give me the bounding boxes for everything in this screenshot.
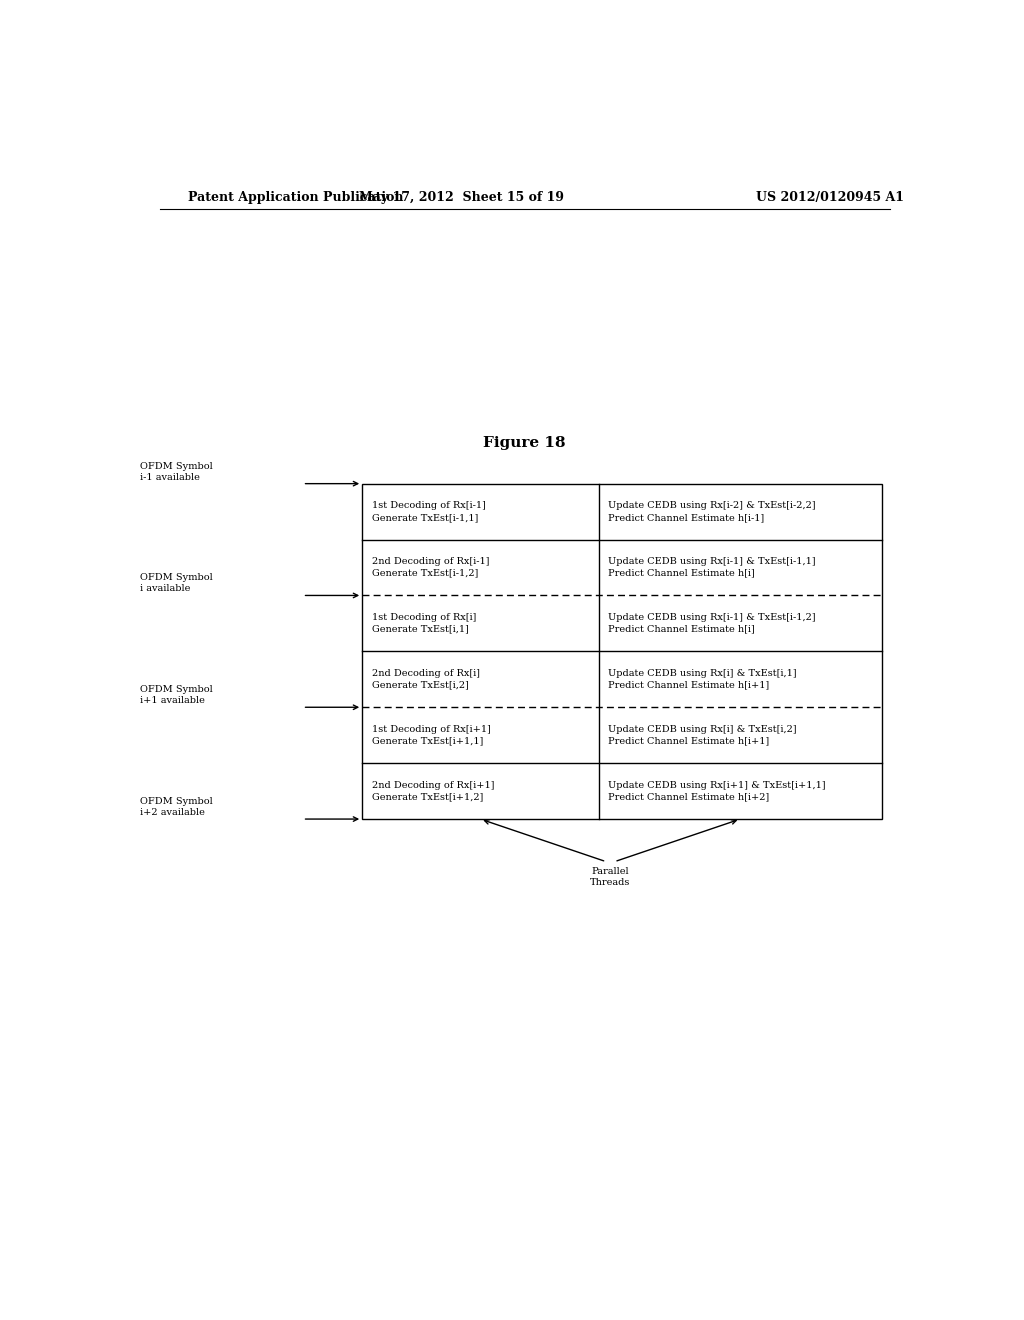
Bar [362,483,882,818]
Text: 1st Decoding of Rx[i-1]
Generate TxEst[i-1,1]: 1st Decoding of Rx[i-1] Generate TxEst[i… [372,502,485,521]
Text: Update CEDB using Rx[i-2] & TxEst[i-2,2]
Predict Channel Estimate h[i-1]: Update CEDB using Rx[i-2] & TxEst[i-2,2]… [608,502,816,521]
Text: Update CEDB using Rx[i-1] & TxEst[i-1,2]
Predict Channel Estimate h[i]: Update CEDB using Rx[i-1] & TxEst[i-1,2]… [608,614,816,634]
Text: OFDM Symbol
i-1 available: OFDM Symbol i-1 available [140,462,213,482]
Text: Figure 18: Figure 18 [483,436,566,450]
Text: Update CEDB using Rx[i] & TxEst[i,2]
Predict Channel Estimate h[i+1]: Update CEDB using Rx[i] & TxEst[i,2] Pre… [608,725,797,746]
Text: 1st Decoding of Rx[i]
Generate TxEst[i,1]: 1st Decoding of Rx[i] Generate TxEst[i,1… [372,614,476,634]
Text: May 17, 2012  Sheet 15 of 19: May 17, 2012 Sheet 15 of 19 [358,190,564,203]
Text: 2nd Decoding of Rx[i+1]
Generate TxEst[i+1,2]: 2nd Decoding of Rx[i+1] Generate TxEst[i… [372,781,495,801]
Text: Patent Application Publication: Patent Application Publication [187,190,403,203]
Text: OFDM Symbol
i+2 available: OFDM Symbol i+2 available [140,797,213,817]
Text: 2nd Decoding of Rx[i]
Generate TxEst[i,2]: 2nd Decoding of Rx[i] Generate TxEst[i,2… [372,669,479,689]
Text: 2nd Decoding of Rx[i-1]
Generate TxEst[i-1,2]: 2nd Decoding of Rx[i-1] Generate TxEst[i… [372,557,489,578]
Text: 1st Decoding of Rx[i+1]
Generate TxEst[i+1,1]: 1st Decoding of Rx[i+1] Generate TxEst[i… [372,725,490,746]
Text: OFDM Symbol
i available: OFDM Symbol i available [140,573,213,594]
Text: Update CEDB using Rx[i] & TxEst[i,1]
Predict Channel Estimate h[i+1]: Update CEDB using Rx[i] & TxEst[i,1] Pre… [608,669,797,689]
Text: Parallel
Threads: Parallel Threads [590,867,631,887]
Text: Update CEDB using Rx[i+1] & TxEst[i+1,1]
Predict Channel Estimate h[i+2]: Update CEDB using Rx[i+1] & TxEst[i+1,1]… [608,781,825,801]
Text: OFDM Symbol
i+1 available: OFDM Symbol i+1 available [140,685,213,705]
Text: Update CEDB using Rx[i-1] & TxEst[i-1,1]
Predict Channel Estimate h[i]: Update CEDB using Rx[i-1] & TxEst[i-1,1]… [608,557,816,578]
Text: US 2012/0120945 A1: US 2012/0120945 A1 [757,190,904,203]
